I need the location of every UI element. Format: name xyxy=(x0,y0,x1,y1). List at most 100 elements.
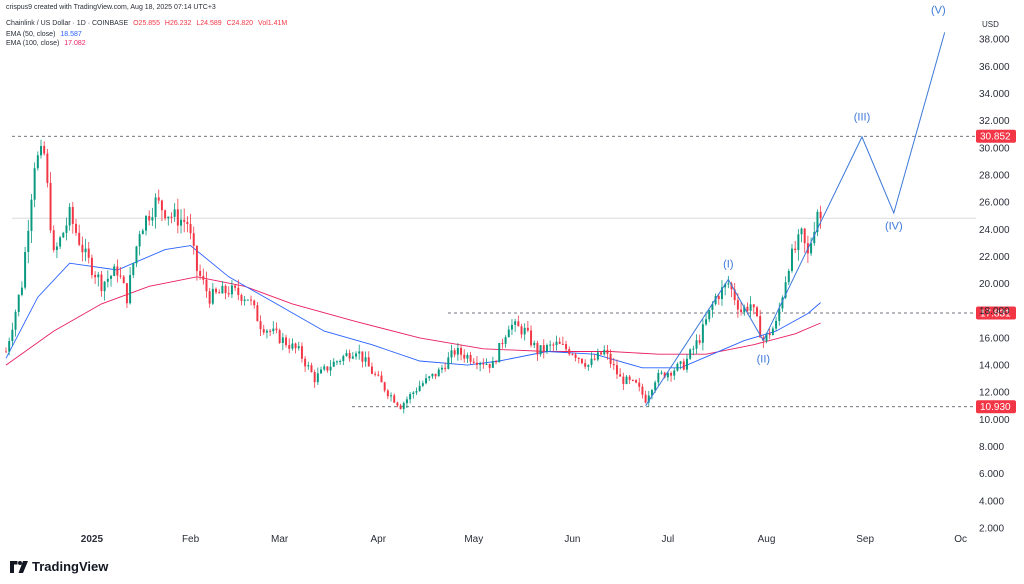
candle-up xyxy=(246,299,249,301)
candle-down xyxy=(682,358,685,371)
candle-up xyxy=(708,309,711,323)
candle-down xyxy=(635,379,638,384)
candle-body xyxy=(339,361,342,363)
candle-up xyxy=(466,352,469,363)
candle-body xyxy=(816,211,819,233)
candle-down xyxy=(361,351,364,368)
candle-body xyxy=(33,168,36,200)
candle-down xyxy=(495,359,498,365)
candle-body xyxy=(453,350,456,355)
candle-body xyxy=(323,366,326,370)
candle-down xyxy=(275,322,278,334)
candle-up xyxy=(485,358,488,366)
candle-up xyxy=(62,231,65,238)
candle-up xyxy=(358,344,361,360)
candle-body xyxy=(259,321,262,330)
candle-down xyxy=(43,141,46,156)
candle-up xyxy=(456,343,459,361)
candle-down xyxy=(399,403,402,410)
candle-body xyxy=(440,367,443,370)
candle-up xyxy=(106,270,109,288)
candle-body xyxy=(30,199,33,231)
candle-down xyxy=(256,302,259,322)
candle-body xyxy=(603,349,606,355)
candle-body xyxy=(495,361,498,363)
candle-down xyxy=(393,393,396,404)
symbol-title[interactable]: Chainlink / US Dollar · 1D · COINBASE xyxy=(6,20,129,27)
currency-label[interactable]: USD xyxy=(982,20,999,29)
candle-up xyxy=(810,237,813,256)
y-tick-label: 20.000 xyxy=(979,279,1010,290)
candle-body xyxy=(641,386,644,395)
y-tick-label: 34.000 xyxy=(979,89,1010,100)
candle-body xyxy=(819,211,822,219)
ema50-legend[interactable]: EMA (50, close) 18.587 xyxy=(6,31,82,38)
candle-body xyxy=(24,252,27,288)
candle-down xyxy=(183,208,186,233)
candle-body xyxy=(164,210,167,219)
candle-down xyxy=(326,366,329,373)
candle-down xyxy=(237,279,240,301)
candle-down xyxy=(552,342,555,352)
candle-up xyxy=(221,281,224,294)
candle-body xyxy=(685,358,688,370)
y-tick-label: 14.000 xyxy=(979,361,1010,372)
candle-up xyxy=(720,280,723,306)
candle-down xyxy=(157,189,160,204)
candle-body xyxy=(367,357,370,367)
candle-up xyxy=(781,295,784,312)
candle-body xyxy=(539,345,542,355)
candle-body xyxy=(568,349,571,355)
candle-up xyxy=(272,321,275,335)
candle-body xyxy=(97,274,100,278)
candle-up xyxy=(151,207,154,226)
candle-down xyxy=(46,149,49,188)
candle-body xyxy=(243,299,246,301)
candle-body xyxy=(587,364,590,367)
candle-up xyxy=(685,354,688,373)
candle-down xyxy=(78,224,81,247)
candle-body xyxy=(437,369,440,377)
candle-up xyxy=(778,302,781,326)
candle-body xyxy=(736,300,739,310)
candle-body xyxy=(11,329,14,342)
ema50-value: 18.587 xyxy=(60,31,82,38)
candle-body xyxy=(507,329,510,338)
candle-up xyxy=(332,358,335,368)
candle-body xyxy=(262,329,265,333)
candle-down xyxy=(195,245,198,281)
ema100-legend[interactable]: EMA (100, close) 17.082 xyxy=(6,40,86,47)
candle-body xyxy=(514,321,517,325)
candle-body xyxy=(593,358,596,360)
candle-up xyxy=(97,271,100,287)
candle-body xyxy=(173,209,176,217)
candle-up xyxy=(650,388,653,400)
candle-body xyxy=(36,155,39,169)
candle-body xyxy=(711,304,714,311)
candle-down xyxy=(472,358,475,365)
candle-up xyxy=(523,323,526,341)
candle-down xyxy=(717,293,720,305)
candle-body xyxy=(708,310,711,320)
candle-up xyxy=(65,217,68,241)
candle-body xyxy=(619,374,622,377)
candle-down xyxy=(285,334,288,348)
candle-up xyxy=(17,294,20,317)
candle-up xyxy=(11,322,14,346)
candle-body xyxy=(746,306,749,311)
candle-body xyxy=(132,263,135,276)
candle-body xyxy=(415,391,418,393)
candle-up xyxy=(673,367,676,380)
candle-down xyxy=(463,349,466,363)
candle-down xyxy=(444,362,447,372)
candle-body xyxy=(288,345,291,349)
candle-body xyxy=(768,333,771,336)
candle-body xyxy=(720,287,723,300)
candle-body xyxy=(20,287,23,295)
candle-body xyxy=(692,348,695,350)
candle-body xyxy=(221,285,224,294)
candle-body xyxy=(800,228,803,235)
candle-body xyxy=(390,395,393,397)
tradingview-logo[interactable]: TradingView xyxy=(10,559,108,574)
